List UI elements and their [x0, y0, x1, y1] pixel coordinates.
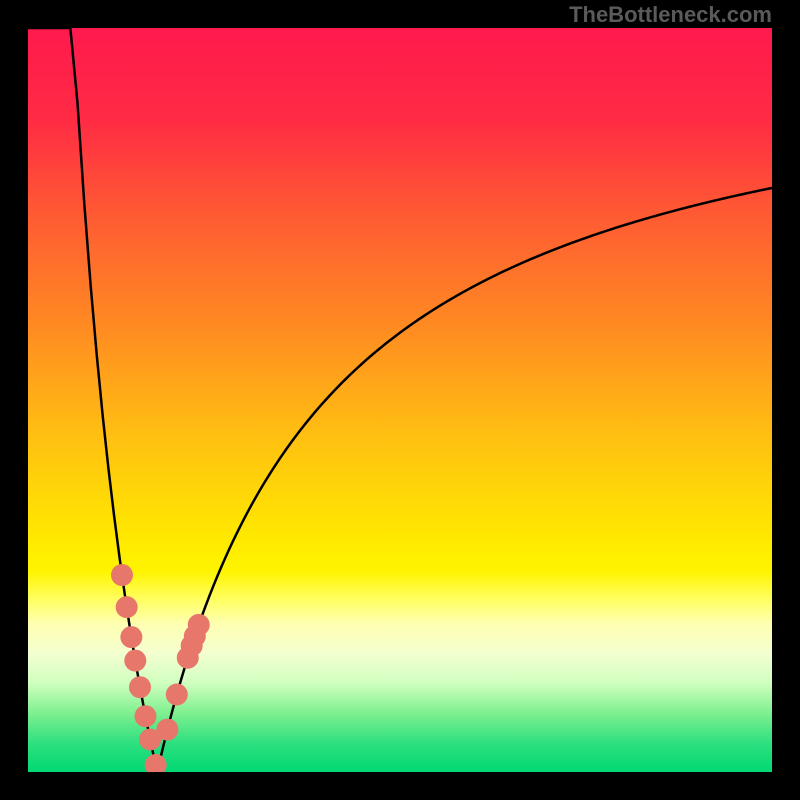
bottleneck-chart: TheBottleneck.com — [0, 0, 800, 800]
data-marker — [166, 684, 188, 706]
data-marker — [120, 626, 142, 648]
branding-text: TheBottleneck.com — [569, 2, 772, 27]
data-marker — [134, 705, 156, 727]
data-marker — [156, 719, 178, 741]
data-marker — [188, 614, 210, 636]
data-marker — [129, 676, 151, 698]
data-marker — [116, 596, 138, 618]
data-marker — [111, 564, 133, 586]
chart-container: TheBottleneck.com — [0, 0, 800, 800]
data-marker — [124, 650, 146, 672]
